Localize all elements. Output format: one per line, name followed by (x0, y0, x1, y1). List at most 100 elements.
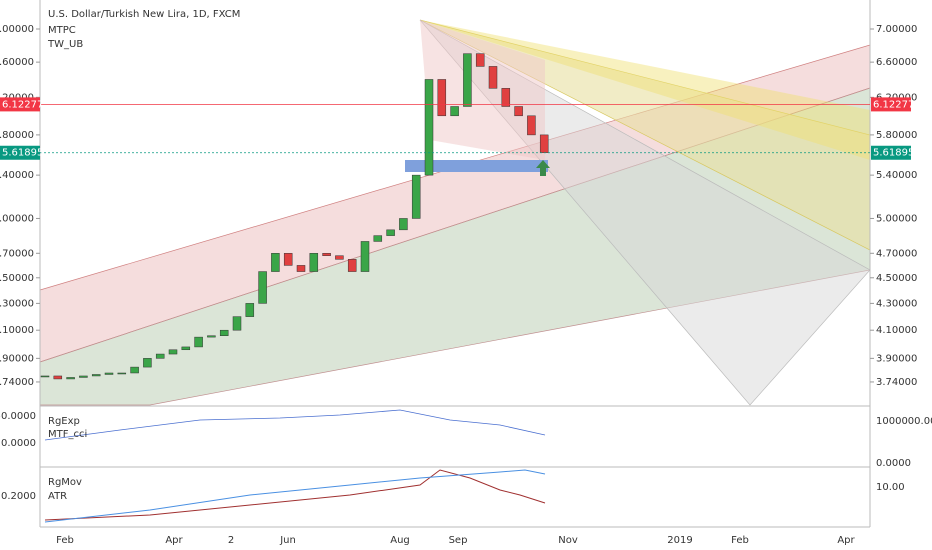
x-tick-label: 2019 (667, 535, 692, 546)
y-tick-label: 3.74000 (0, 377, 34, 388)
chart-title: U.S. Dollar/Turkish New Lira, 1D, FXCM (48, 9, 240, 20)
candle (411, 174, 421, 219)
y-tick-label: 3.90000 (876, 353, 917, 364)
candle (424, 79, 434, 176)
candle (322, 253, 331, 256)
price-tag (0, 97, 40, 112)
panel-tick: 0.0000 (1, 438, 36, 449)
y-tick-label: 6.60000 (876, 57, 917, 68)
y-tick-label: 3.74000 (876, 377, 917, 388)
candle (399, 218, 408, 231)
candle (527, 115, 536, 136)
x-tick-label: Aug (390, 535, 410, 546)
rgmov-line (44, 469, 546, 523)
support-zone (405, 160, 548, 172)
legend-item: MTPC (48, 25, 76, 36)
cci-line (44, 409, 546, 441)
y-tick-label: 5.80000 (0, 130, 34, 141)
fan-yellow-inner (420, 20, 870, 160)
candle (271, 253, 280, 272)
candle (219, 329, 229, 336)
panel-label: RgMov (48, 477, 82, 488)
y-tick-label: 4.70000 (876, 248, 917, 259)
candle (539, 134, 549, 153)
x-tick-label: Feb (56, 535, 74, 546)
y-tick-label: 5.40000 (876, 170, 917, 181)
y-tick-label: 4.50000 (876, 273, 917, 284)
candle (168, 349, 178, 355)
x-tick-label: Jun (279, 535, 296, 546)
candle (258, 271, 267, 304)
y-tick-label: 4.30000 (0, 298, 34, 309)
y-tick-label: 5.00000 (0, 213, 34, 224)
candle (514, 106, 523, 117)
candle (488, 66, 498, 89)
candle (194, 336, 203, 348)
price-tag-label: 5.61895 (873, 148, 914, 159)
candle (296, 265, 306, 272)
panel-tick: 0.0000 (876, 458, 911, 469)
candle (40, 375, 50, 378)
candle (117, 372, 127, 375)
panel-label: RgExp (48, 416, 80, 427)
panel-tick: 250.0000 (0, 411, 36, 422)
price-tag (871, 145, 911, 160)
x-tick-label: Feb (731, 535, 749, 546)
y-tick-label: 7.00000 (876, 24, 917, 35)
candle (373, 235, 383, 242)
y-tick-label: 6.60000 (0, 57, 34, 68)
candle (245, 303, 255, 317)
box-pink (420, 20, 545, 160)
candle (143, 358, 152, 368)
candle (463, 53, 472, 107)
candle (91, 374, 101, 377)
candle (475, 53, 485, 67)
candle (450, 106, 459, 117)
x-tick-label: Apr (837, 535, 855, 546)
price-tag-label: 6.12277 (2, 99, 43, 110)
y-tick-label: 5.40000 (0, 170, 34, 181)
candle (501, 88, 511, 107)
y-tick-label: 5.00000 (876, 213, 917, 224)
arrow-up (536, 160, 550, 176)
candle (53, 375, 63, 380)
legend-item: TW_UB (47, 39, 83, 50)
y-tick-label: 3.90000 (0, 353, 34, 364)
x-tick-label: Sep (449, 535, 468, 546)
price-tag (871, 97, 911, 112)
candle (386, 229, 395, 236)
y-tick-label: 4.10000 (0, 325, 34, 336)
x-tick-label: Apr (165, 535, 183, 546)
candle (437, 79, 447, 117)
candle (207, 335, 216, 338)
candle (360, 241, 370, 272)
candle (335, 255, 344, 260)
candle (283, 253, 293, 266)
candle (104, 372, 114, 375)
y-tick-label: 5.80000 (876, 130, 917, 141)
candle (347, 259, 357, 272)
panel-tick: 0.2000 (1, 491, 36, 502)
panel-tick: 10.00 (876, 482, 905, 493)
y-tick-label: 4.10000 (876, 325, 917, 336)
y-tick-label: 4.30000 (876, 298, 917, 309)
panel-tick: 1000000.0000 (876, 416, 932, 427)
candle (181, 346, 191, 351)
y-tick-label: 4.50000 (0, 273, 34, 284)
price-tag-label: 5.61895 (2, 148, 43, 159)
candle (309, 253, 319, 272)
panel-label: MTF_cci (48, 429, 87, 440)
candle (130, 366, 139, 374)
price-tag (0, 145, 40, 160)
y-tick-label: 4.70000 (0, 248, 34, 259)
candle (155, 353, 165, 359)
candle (232, 316, 242, 331)
y-tick-label: 7.00000 (0, 24, 34, 35)
panel-label: ATR (48, 491, 67, 502)
x-tick-label: Nov (558, 535, 578, 546)
candle (79, 375, 88, 378)
x-tick-label: 2 (228, 535, 234, 546)
price-tag-label: 6.12277 (873, 99, 914, 110)
candle (66, 377, 75, 380)
